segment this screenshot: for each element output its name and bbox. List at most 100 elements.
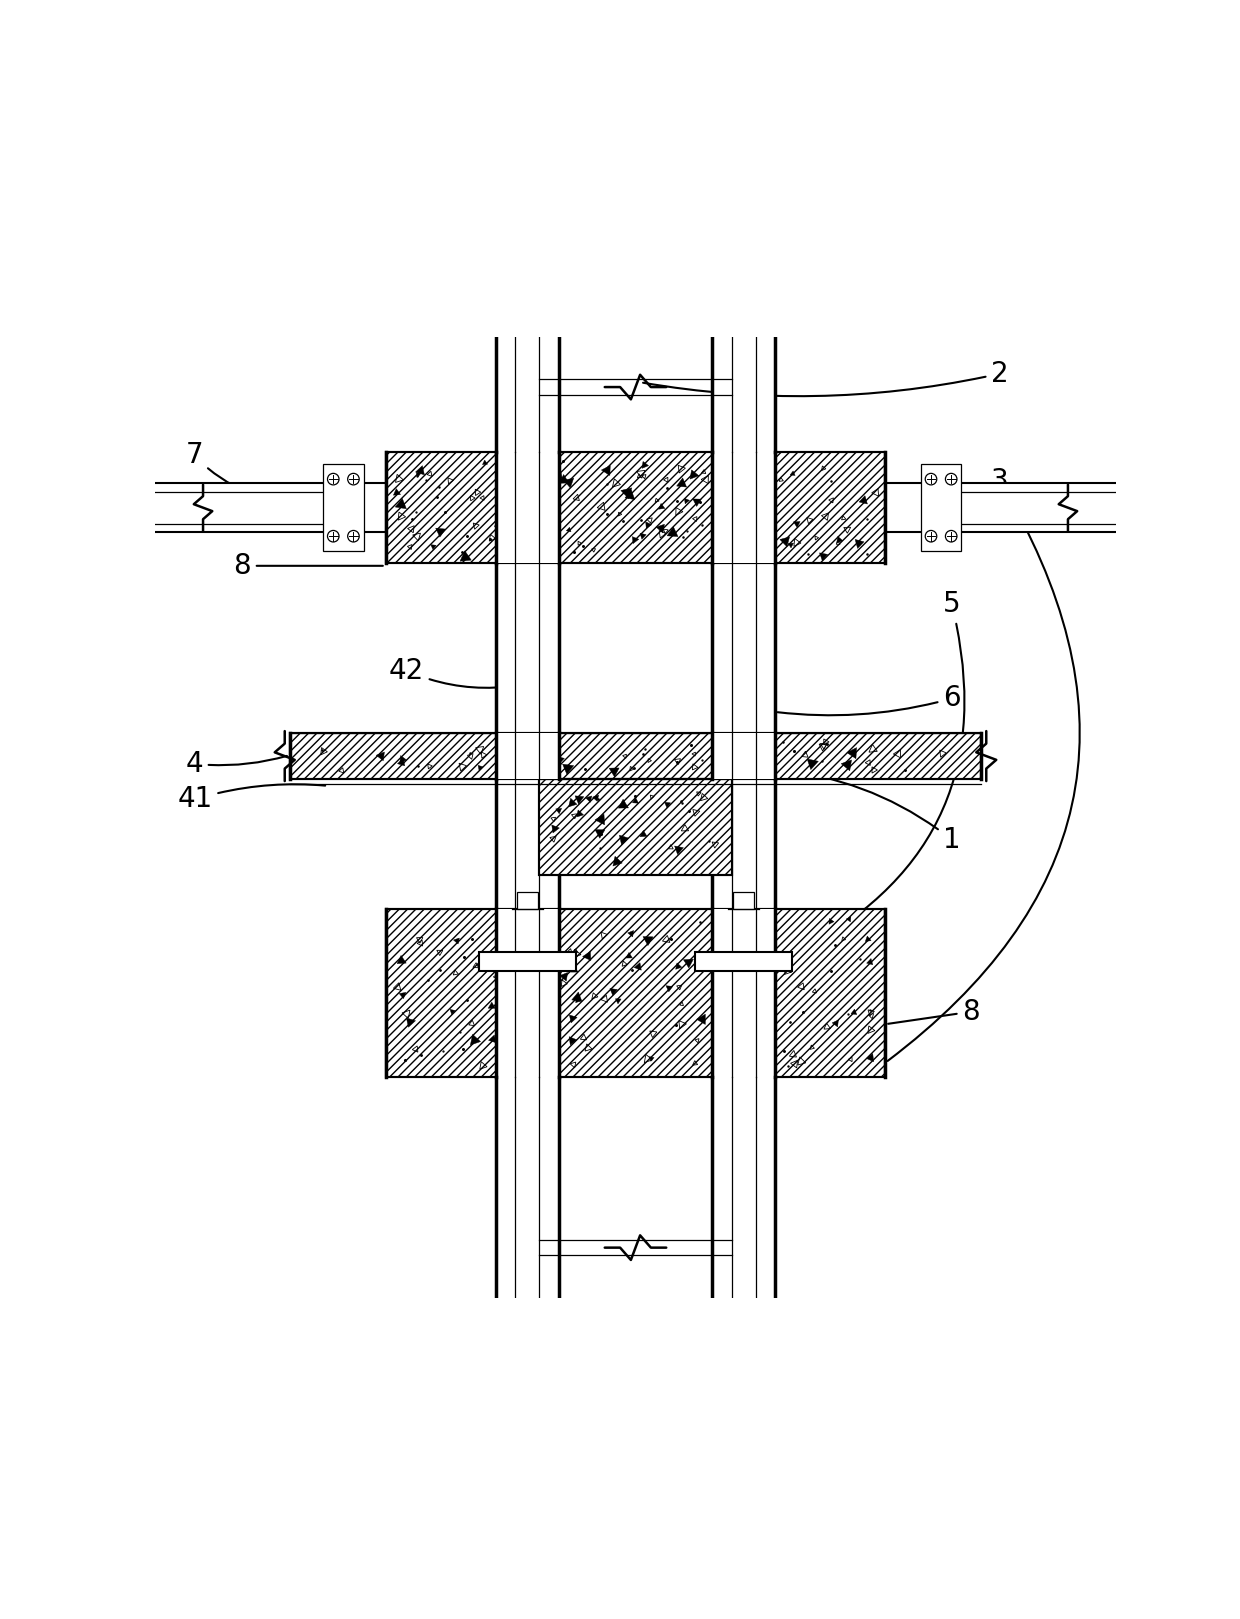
Polygon shape xyxy=(832,1020,838,1026)
Bar xyxy=(712,1077,775,1298)
Polygon shape xyxy=(867,1054,874,1062)
Polygon shape xyxy=(515,1012,522,1020)
Bar xyxy=(386,908,885,1077)
Polygon shape xyxy=(601,466,610,476)
Polygon shape xyxy=(528,499,536,507)
Polygon shape xyxy=(569,1036,577,1044)
Bar xyxy=(479,952,575,971)
Polygon shape xyxy=(719,1033,724,1039)
Bar xyxy=(290,733,982,779)
Polygon shape xyxy=(417,473,420,478)
Polygon shape xyxy=(693,499,701,507)
Text: 4: 4 xyxy=(186,750,286,777)
Polygon shape xyxy=(677,478,687,487)
Polygon shape xyxy=(615,999,621,1004)
Polygon shape xyxy=(546,970,551,975)
Polygon shape xyxy=(640,533,646,539)
Polygon shape xyxy=(559,474,569,484)
Polygon shape xyxy=(756,505,765,515)
Polygon shape xyxy=(511,473,517,479)
Polygon shape xyxy=(689,470,699,479)
Polygon shape xyxy=(751,544,760,552)
Polygon shape xyxy=(398,758,404,766)
Polygon shape xyxy=(684,499,689,504)
Polygon shape xyxy=(665,801,671,808)
Bar xyxy=(155,482,386,533)
Bar xyxy=(517,892,538,908)
Polygon shape xyxy=(780,538,790,547)
Polygon shape xyxy=(577,810,584,818)
Polygon shape xyxy=(470,1035,481,1044)
Polygon shape xyxy=(613,856,622,866)
Polygon shape xyxy=(650,1057,655,1062)
Polygon shape xyxy=(712,470,719,479)
Polygon shape xyxy=(557,473,562,479)
Bar xyxy=(496,779,558,952)
Polygon shape xyxy=(866,936,870,942)
Polygon shape xyxy=(489,1035,496,1043)
Polygon shape xyxy=(697,957,702,962)
Polygon shape xyxy=(567,528,572,531)
Polygon shape xyxy=(708,949,718,958)
Polygon shape xyxy=(575,997,582,1002)
Polygon shape xyxy=(552,826,559,832)
Polygon shape xyxy=(790,471,795,476)
Polygon shape xyxy=(435,528,445,538)
Bar xyxy=(539,779,732,876)
Polygon shape xyxy=(460,550,471,562)
Polygon shape xyxy=(583,952,591,960)
Polygon shape xyxy=(563,764,574,774)
Text: 5: 5 xyxy=(792,591,965,955)
Polygon shape xyxy=(551,528,557,534)
Bar xyxy=(290,733,982,779)
Polygon shape xyxy=(482,460,487,465)
Polygon shape xyxy=(533,479,538,484)
Text: 42: 42 xyxy=(389,657,517,688)
Polygon shape xyxy=(634,963,641,970)
Polygon shape xyxy=(658,504,665,510)
Polygon shape xyxy=(646,521,652,528)
Polygon shape xyxy=(393,489,401,495)
Polygon shape xyxy=(559,973,568,981)
Text: 3: 3 xyxy=(888,468,1080,1060)
Polygon shape xyxy=(722,916,732,926)
Polygon shape xyxy=(683,958,693,968)
Bar xyxy=(712,563,775,733)
Polygon shape xyxy=(450,1009,455,1015)
Polygon shape xyxy=(859,495,868,504)
Polygon shape xyxy=(532,554,542,563)
Text: 6: 6 xyxy=(777,685,961,716)
Bar xyxy=(496,908,558,1077)
Polygon shape xyxy=(676,963,682,970)
Polygon shape xyxy=(553,1020,562,1026)
Polygon shape xyxy=(479,766,482,771)
Polygon shape xyxy=(742,470,746,476)
Polygon shape xyxy=(548,502,553,507)
Polygon shape xyxy=(656,525,665,533)
Polygon shape xyxy=(675,847,683,855)
Polygon shape xyxy=(572,992,582,1002)
Polygon shape xyxy=(430,544,436,549)
Polygon shape xyxy=(761,528,773,538)
Bar xyxy=(496,337,558,452)
Polygon shape xyxy=(820,552,827,560)
Polygon shape xyxy=(521,538,525,542)
Polygon shape xyxy=(569,1015,577,1023)
Polygon shape xyxy=(610,989,618,996)
Bar xyxy=(496,563,558,733)
Polygon shape xyxy=(632,798,639,803)
Bar xyxy=(712,779,775,952)
Polygon shape xyxy=(621,487,632,499)
Bar xyxy=(324,465,363,550)
Polygon shape xyxy=(415,466,424,474)
Polygon shape xyxy=(847,748,857,759)
Polygon shape xyxy=(743,494,751,502)
Bar xyxy=(386,908,885,1077)
Polygon shape xyxy=(644,936,653,945)
Polygon shape xyxy=(642,461,649,468)
Polygon shape xyxy=(846,916,851,921)
Polygon shape xyxy=(632,536,639,544)
Text: 2: 2 xyxy=(644,359,1008,397)
Bar xyxy=(496,733,558,779)
Polygon shape xyxy=(851,1009,857,1015)
